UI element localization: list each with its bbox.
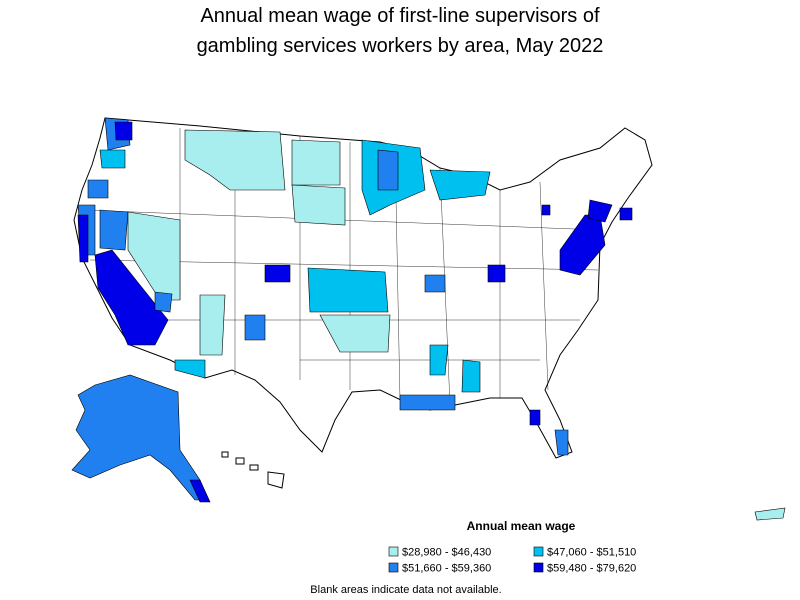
region (71, 374, 209, 501)
region (244, 314, 266, 341)
region (184, 129, 286, 191)
region (487, 264, 506, 283)
region (424, 274, 446, 293)
legend-swatch (388, 562, 399, 573)
region (754, 507, 786, 521)
region (94, 249, 169, 346)
legend-label: $28,980 - $46,430 (402, 547, 491, 559)
legend-title: Annual mean wage (467, 519, 576, 533)
land (221, 451, 285, 489)
region (199, 294, 226, 356)
legend-label: $47,060 - $51,510 (547, 547, 636, 559)
region (114, 121, 133, 141)
hawaii (221, 451, 285, 489)
region (554, 429, 569, 456)
legend-label: $59,480 - $79,620 (547, 563, 636, 575)
title-line: gambling services workers by area, May 2… (197, 35, 604, 57)
region (461, 359, 481, 393)
footnote: Blank areas indicate data not available. (310, 584, 501, 596)
legend-swatch (533, 562, 544, 573)
region (154, 291, 173, 313)
region (429, 169, 491, 201)
puerto-rico (754, 507, 786, 521)
alaska (71, 374, 211, 503)
region (189, 479, 211, 503)
legend: $28,980 - $46,430 $47,060 - $51,510 $51,66… (388, 546, 636, 575)
region (399, 394, 456, 411)
region (99, 209, 129, 251)
region (87, 179, 109, 199)
region (541, 204, 551, 216)
region (99, 149, 126, 169)
regions (77, 117, 633, 456)
region (529, 409, 541, 426)
region (264, 264, 291, 283)
region (559, 214, 606, 276)
title-line: Annual mean wage of first-line superviso… (200, 5, 600, 27)
legend-swatch (533, 546, 544, 557)
region (319, 314, 391, 353)
region (291, 184, 346, 226)
region (619, 207, 633, 221)
region (291, 139, 341, 186)
region (429, 344, 449, 376)
legend-label: $51,660 - $59,360 (402, 563, 491, 575)
region (174, 359, 206, 379)
region (307, 267, 389, 313)
region (587, 199, 613, 223)
region (77, 214, 89, 263)
legend-swatch (388, 546, 399, 557)
region (377, 149, 399, 191)
